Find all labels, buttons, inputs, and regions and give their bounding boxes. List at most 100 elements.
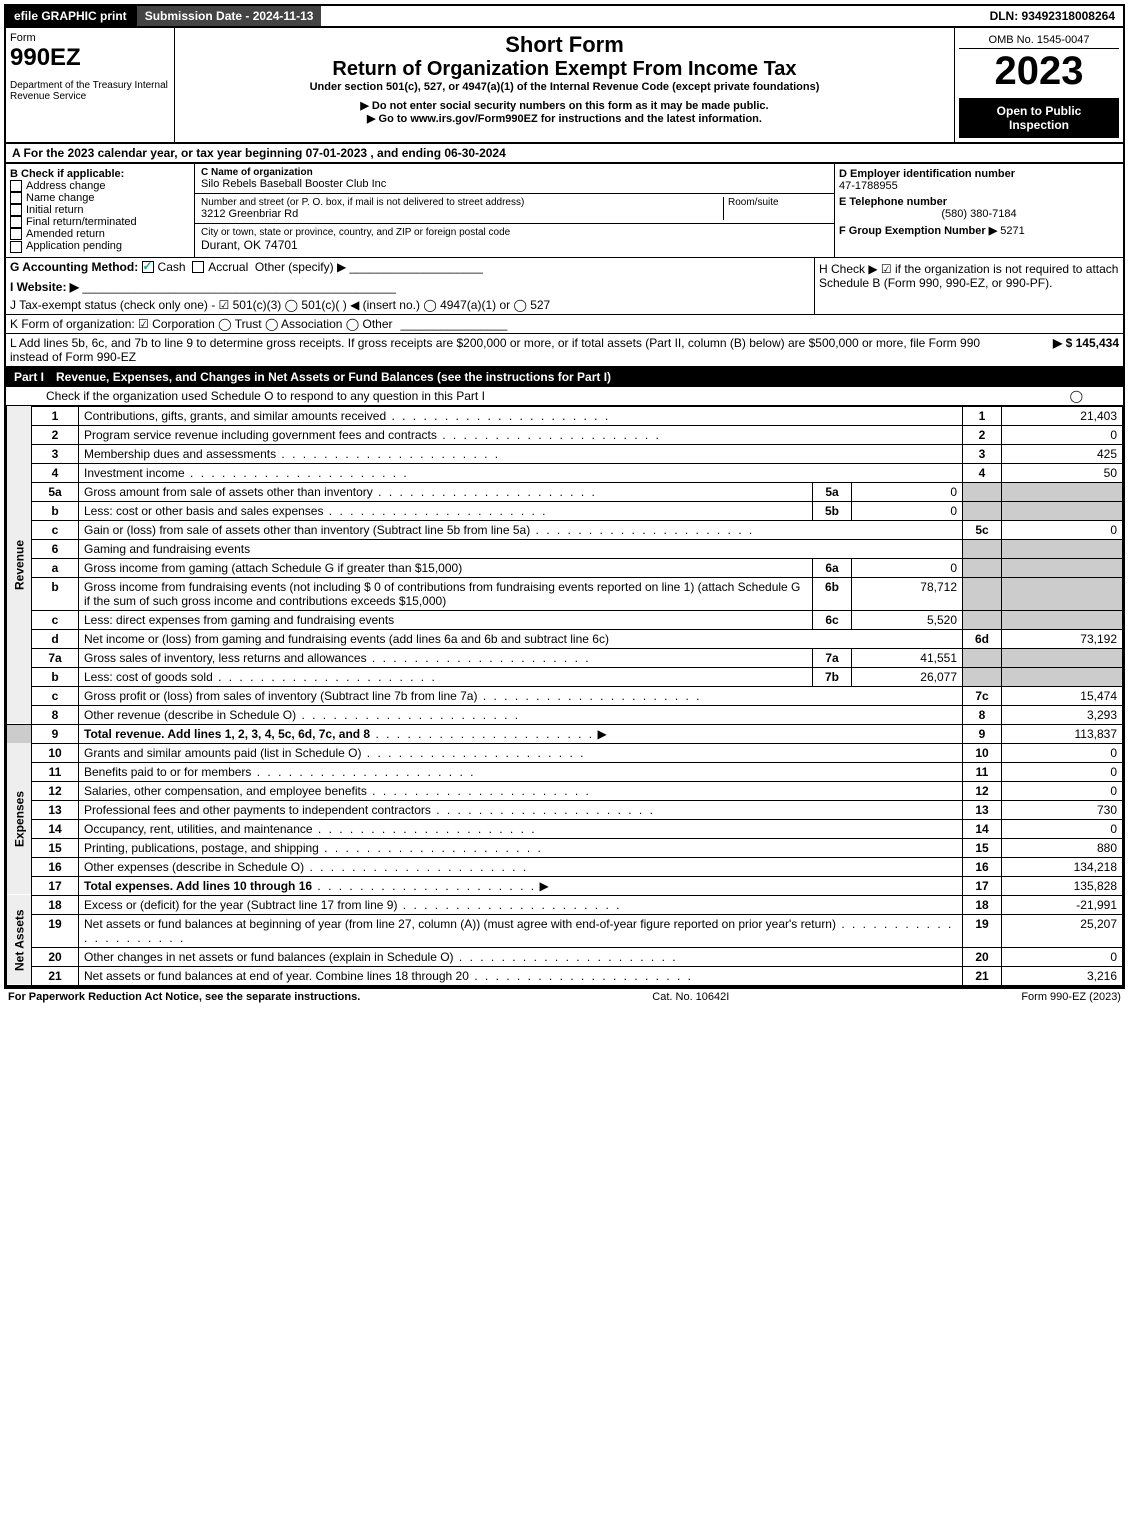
l13-amt: 730 [1002, 800, 1123, 819]
l19-num: 19 [32, 914, 79, 947]
l7a-desc: Gross sales of inventory, less returns a… [84, 651, 367, 665]
chk-pending[interactable]: Application pending [10, 240, 190, 252]
line-6d: d Net income or (loss) from gaming and f… [7, 629, 1123, 648]
l7c-amt: 15,474 [1002, 686, 1123, 705]
lines-table: Revenue 1 Contributions, gifts, grants, … [6, 406, 1123, 986]
line-5c: c Gain or (loss) from sale of assets oth… [7, 520, 1123, 539]
shade [1002, 648, 1123, 667]
l5b-desc: Less: cost or other basis and sales expe… [84, 504, 323, 518]
l14-num: 14 [32, 819, 79, 838]
cash-label: Cash [158, 260, 186, 274]
chk-initial[interactable]: Initial return [10, 204, 190, 216]
footer-cat: Cat. No. 10642I [652, 991, 729, 1003]
open-public-inspection: Open to Public Inspection [959, 98, 1119, 138]
tax-year: 2023 [959, 49, 1119, 94]
box-c: C Name of organization Silo Rebels Baseb… [195, 164, 835, 257]
l18-desc: Excess or (deficit) for the year (Subtra… [84, 898, 397, 912]
group-exemption: 5271 [1000, 225, 1024, 237]
chk-cash[interactable] [142, 261, 154, 273]
part-1-title: Revenue, Expenses, and Changes in Net As… [56, 370, 611, 384]
city-state-zip: Durant, OK 74701 [201, 238, 828, 252]
row-l-text: L Add lines 5b, 6c, and 7b to line 9 to … [6, 334, 995, 366]
l7b-ref: 7b [813, 667, 852, 686]
line-6b: b Gross income from fundraising events (… [7, 577, 1123, 610]
l18-num: 18 [32, 895, 79, 914]
chk-amended-label: Amended return [26, 228, 105, 240]
line-19: 19 Net assets or fund balances at beginn… [7, 914, 1123, 947]
line-3: 3 Membership dues and assessments 3 425 [7, 444, 1123, 463]
l10-amt: 0 [1002, 743, 1123, 762]
l7b-desc: Less: cost of goods sold [84, 670, 213, 684]
l6c-num: c [32, 610, 79, 629]
l2-desc: Program service revenue including govern… [84, 428, 437, 442]
schedule-o-checkbox[interactable]: ◯ [1070, 389, 1083, 403]
chk-accrual[interactable] [192, 261, 204, 273]
l6b-num: b [32, 577, 79, 610]
line-13: 13 Professional fees and other payments … [7, 800, 1123, 819]
line-4: 4 Investment income 4 50 [7, 463, 1123, 482]
l15-ref: 15 [963, 838, 1002, 857]
l16-ref: 16 [963, 857, 1002, 876]
l7a-ref: 7a [813, 648, 852, 667]
chk-address[interactable]: Address change [10, 180, 190, 192]
part-1-check-line: Check if the organization used Schedule … [6, 387, 1123, 406]
l12-num: 12 [32, 781, 79, 800]
line-6: 6 Gaming and fundraising events [7, 539, 1123, 558]
line-14: 14 Occupancy, rent, utilities, and maint… [7, 819, 1123, 838]
shade [963, 610, 1002, 629]
l3-amt: 425 [1002, 444, 1123, 463]
l6d-desc: Net income or (loss) from gaming and fun… [79, 629, 963, 648]
l5c-desc: Gain or (loss) from sale of assets other… [84, 523, 530, 537]
l5a-ref: 5a [813, 482, 852, 501]
l14-amt: 0 [1002, 819, 1123, 838]
l1-amt: 21,403 [1002, 406, 1123, 425]
efile-print-button[interactable]: efile GRAPHIC print [6, 6, 135, 26]
other-specify: Other (specify) ▶ [255, 260, 346, 274]
l5a-num: 5a [32, 482, 79, 501]
form-word: Form [10, 32, 170, 44]
form-header: Form 990EZ Department of the Treasury In… [4, 28, 1125, 144]
part-1-num: Part I [14, 370, 44, 384]
l6d-amt: 73,192 [1002, 629, 1123, 648]
shade [963, 501, 1002, 520]
chk-amended[interactable]: Amended return [10, 228, 190, 240]
arrow-icon: ▶ [597, 727, 606, 741]
l5b-amt: 0 [852, 501, 963, 520]
line-6a: a Gross income from gaming (attach Sched… [7, 558, 1123, 577]
header-right: OMB No. 1545-0047 2023 Open to Public In… [955, 28, 1123, 142]
header-center: Short Form Return of Organization Exempt… [175, 28, 955, 142]
chk-final[interactable]: Final return/terminated [10, 216, 190, 228]
l10-num: 10 [32, 743, 79, 762]
l17-num: 17 [32, 876, 79, 895]
l21-amt: 3,216 [1002, 966, 1123, 985]
line-11: 11 Benefits paid to or for members 11 0 [7, 762, 1123, 781]
l11-amt: 0 [1002, 762, 1123, 781]
shade [963, 482, 1002, 501]
shade [1002, 501, 1123, 520]
l13-ref: 13 [963, 800, 1002, 819]
l8-num: 8 [32, 705, 79, 724]
row-j-tax-exempt: J Tax-exempt status (check only one) - ☑… [10, 298, 810, 312]
l14-desc: Occupancy, rent, utilities, and maintena… [84, 822, 313, 836]
shade [7, 724, 32, 743]
l4-desc: Investment income [84, 466, 185, 480]
l9-ref: 9 [963, 724, 1002, 743]
l2-amt: 0 [1002, 425, 1123, 444]
line-17: 17 Total expenses. Add lines 10 through … [7, 876, 1123, 895]
l10-desc: Grants and similar amounts paid (list in… [84, 746, 361, 760]
form-number: 990EZ [10, 44, 170, 72]
l6d-ref: 6d [963, 629, 1002, 648]
subtitle: Under section 501(c), 527, or 4947(a)(1)… [179, 81, 950, 93]
l19-ref: 19 [963, 914, 1002, 947]
shade [963, 577, 1002, 610]
label-ein: D Employer identification number [839, 168, 1119, 180]
l11-desc: Benefits paid to or for members [84, 765, 251, 779]
l6a-desc: Gross income from gaming (attach Schedul… [79, 558, 813, 577]
note-link[interactable]: ▶ Go to www.irs.gov/Form990EZ for instru… [179, 112, 950, 125]
chk-name[interactable]: Name change [10, 192, 190, 204]
l5b-ref: 5b [813, 501, 852, 520]
dln: DLN: 93492318008264 [982, 6, 1123, 26]
footer-left: For Paperwork Reduction Act Notice, see … [8, 991, 360, 1003]
label-accounting: G Accounting Method: [10, 260, 138, 274]
line-9: 9 Total revenue. Add lines 1, 2, 3, 4, 5… [7, 724, 1123, 743]
